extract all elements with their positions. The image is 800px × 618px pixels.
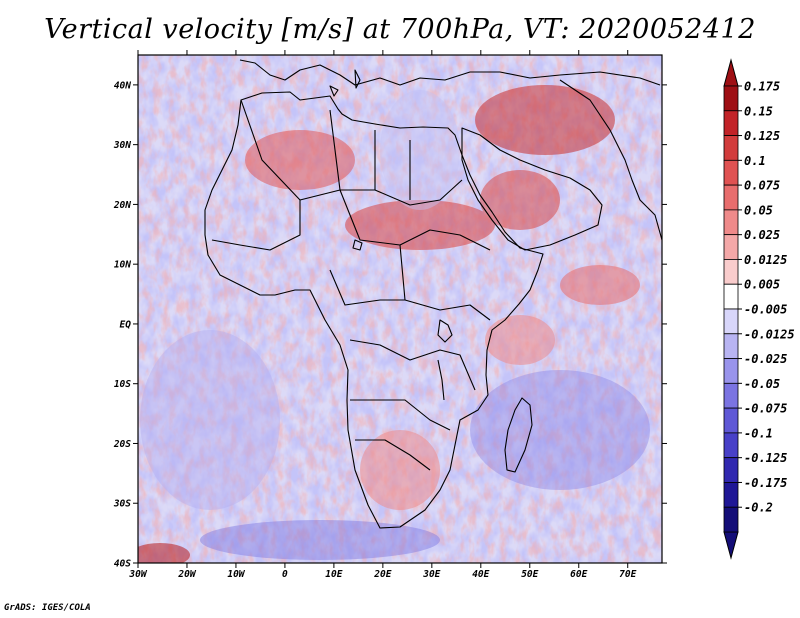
country-border-2 [211, 200, 301, 251]
country-border-7 [350, 399, 451, 431]
colorbar-swatch [723, 110, 739, 136]
map-frame [137, 54, 663, 564]
lon-label: 60E [570, 569, 587, 580]
colorbar-label: 0.025 [744, 228, 780, 242]
colorbar-label: 0.175 [744, 80, 780, 94]
colorbar-label: -0.005 [744, 303, 787, 317]
lon-label: 30W [128, 569, 147, 580]
axis-ticks [133, 50, 667, 568]
coastlines-and-borders [204, 59, 662, 529]
colorbar-swatch [723, 159, 739, 186]
colorbar-label: 0.0125 [744, 253, 787, 267]
lon-label: 30E [422, 569, 440, 580]
colorbar-label: -0.05 [744, 377, 780, 391]
colorbar: 0.175 0.15 0.125 0.1 0.075 0.05 0.025 0.0125 0.0… [723, 58, 795, 560]
lon-labels: 30W 20W 10W 0 10E 20E 30E 40E 50E 60E 70E [128, 569, 636, 580]
colorbar-swatch [723, 457, 739, 483]
europe-coast [239, 59, 661, 86]
lat-label: 20S [113, 439, 131, 450]
colorbar-label: -0.075 [744, 402, 787, 416]
colorbar-swatch [723, 85, 739, 112]
colorbar-swatch [723, 184, 739, 211]
colorbar-label: 0.005 [744, 278, 780, 292]
africa-coastline [204, 91, 544, 529]
lat-label: 30N [113, 140, 131, 151]
colorbar-label: 0.05 [744, 203, 773, 217]
colorbar-swatch [723, 382, 739, 409]
lat-label: 40S [114, 559, 131, 570]
lon-label: 40E [472, 569, 489, 580]
lake-chad [352, 239, 363, 251]
colorbar-label: 0.075 [744, 179, 780, 193]
chart-title: Vertical velocity [m/s] at 700hPa, VT: 2… [44, 14, 756, 45]
colorbar-label: -0.125 [744, 451, 787, 465]
mediterranean-islands [329, 69, 361, 97]
colorbar-label: 0.15 [744, 104, 773, 118]
lon-label: 20W [177, 569, 196, 580]
country-border-5 [329, 269, 405, 306]
country-border-8 [355, 439, 431, 471]
country-border-6 [349, 339, 476, 391]
madagascar [504, 397, 533, 473]
lon-label: 20E [373, 569, 391, 580]
colorbar-swatch [723, 333, 739, 359]
colorbar-swatch [723, 209, 739, 236]
colorbar-swatch [723, 482, 739, 508]
country-border-3 [339, 189, 491, 251]
lon-label: 70E [619, 569, 636, 580]
colorbar-label: -0.0125 [744, 327, 795, 341]
lon-label: 10W [227, 569, 245, 580]
lon-label: 0 [282, 569, 288, 580]
lat-labels: 40N 30N 20N 10N EQ 10S 20S 30S 40S [113, 80, 131, 569]
great-lakes [437, 319, 453, 401]
lat-label: EQ [120, 319, 132, 330]
colorbar-label: -0.1 [744, 426, 773, 440]
arabia-coast [461, 127, 603, 251]
ascent-patches [138, 85, 640, 563]
grads-credit: GrADS: IGES/COLA [4, 603, 91, 613]
colorbar-label: 0.125 [744, 129, 780, 143]
lat-label: 40N [114, 80, 131, 91]
colorbar-label: 0.1 [744, 154, 766, 168]
lon-label: 10E [325, 569, 342, 580]
colorbar-swatch [723, 135, 739, 161]
colorbar-label: -0.2 [744, 501, 773, 515]
colorbar-top-arrow [723, 58, 739, 87]
country-border-4 [399, 244, 491, 321]
colorbar-swatch [723, 259, 739, 285]
colorbar-label: -0.025 [744, 352, 787, 366]
map-panel [138, 55, 662, 563]
lat-label: 10N [114, 260, 131, 271]
descent-patches [140, 90, 650, 560]
colorbar-swatch [723, 308, 739, 335]
colorbar-swatch [723, 432, 739, 459]
lat-label: 20N [113, 200, 131, 211]
colorbar-swatch [723, 234, 739, 260]
colorbar-swatch [723, 358, 739, 384]
lon-label: 50E [521, 569, 538, 580]
colorbar-swatch [723, 407, 739, 434]
colorbar-label: -0.175 [744, 476, 787, 490]
country-border-1 [240, 99, 463, 206]
lat-label: 30S [113, 499, 131, 510]
lat-label: 10S [114, 379, 131, 390]
colorbar-swatch [723, 506, 739, 533]
colorbar-bottom-arrow [723, 531, 739, 560]
country-border-9 [329, 109, 411, 200]
colorbar-swatch [723, 283, 739, 310]
asia-coast [559, 79, 662, 241]
